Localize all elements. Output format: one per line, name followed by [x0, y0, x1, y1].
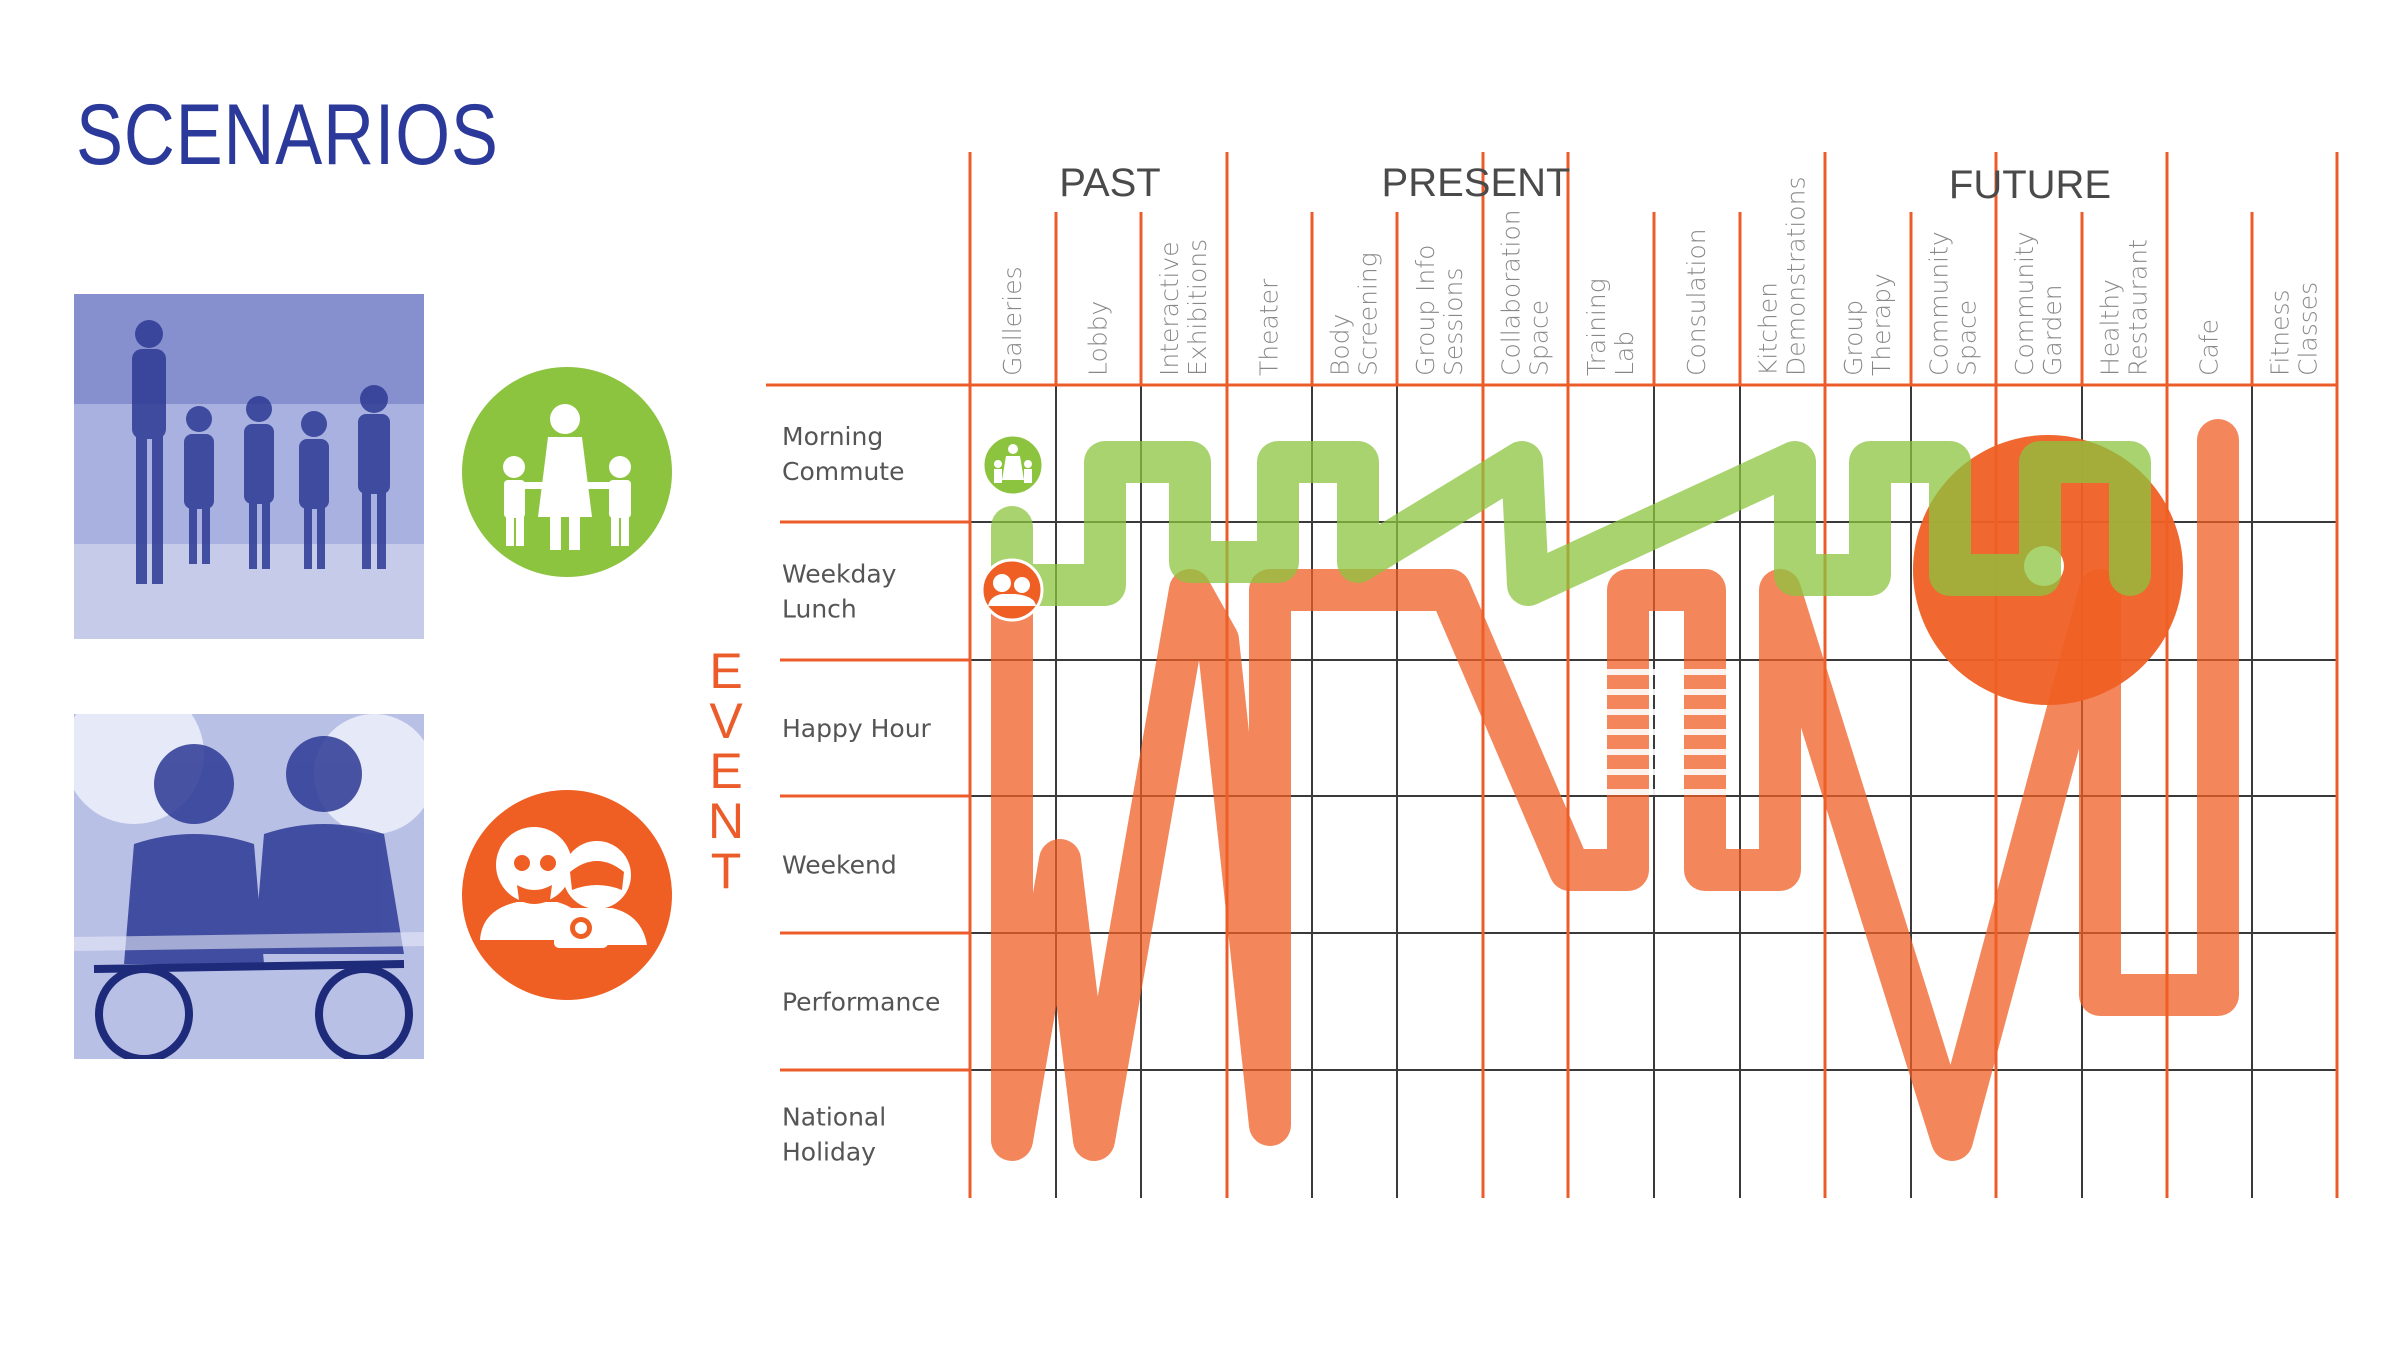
svg-text:T: T: [711, 843, 742, 899]
column-label: Collaboration Space: [1497, 209, 1554, 376]
family-walking-photo: [74, 294, 424, 639]
svg-text:Therapy: Therapy: [1867, 273, 1896, 376]
seniors-biking-photo: [74, 714, 424, 1059]
svg-text:Body: Body: [1326, 314, 1355, 376]
event-axis-label: E V E N T: [708, 643, 744, 899]
svg-text:Demonstrations: Demonstrations: [1782, 177, 1811, 376]
seniors-badge: [980, 558, 1044, 622]
column-label: Interactive Exhibitions: [1155, 239, 1212, 376]
era-present: PRESENT: [1382, 161, 1571, 205]
svg-text:Screening: Screening: [1354, 252, 1383, 376]
svg-text:Holiday: Holiday: [782, 1138, 876, 1167]
svg-text:Interactive: Interactive: [1155, 241, 1184, 376]
svg-text:E: E: [709, 743, 742, 799]
svg-text:Galleries: Galleries: [998, 266, 1027, 376]
svg-text:Healthy: Healthy: [2096, 279, 2125, 376]
column-label: Fitness Classes: [2266, 282, 2323, 376]
svg-text:Community: Community: [2010, 231, 2039, 376]
stripe-marks: [1596, 669, 1732, 795]
column-label: Kitchen Demonstrations: [1754, 177, 1811, 376]
svg-text:Space: Space: [1525, 300, 1554, 376]
column-label: Training Lab: [1582, 278, 1639, 376]
svg-text:Garden: Garden: [2038, 284, 2067, 376]
svg-text:Commute: Commute: [782, 457, 905, 486]
column-label: Consulation: [1682, 228, 1711, 376]
row-label: Happy Hour: [782, 714, 932, 743]
svg-text:Lunch: Lunch: [782, 595, 857, 624]
svg-text:Fitness: Fitness: [2266, 289, 2295, 376]
column-label: Cafe: [2195, 319, 2224, 376]
column-label: Theater: [1255, 278, 1284, 376]
era-future: FUTURE: [1949, 163, 2111, 207]
column-label: Community Garden: [2010, 231, 2067, 376]
svg-text:Consulation: Consulation: [1682, 228, 1711, 376]
svg-text:Weekday: Weekday: [782, 560, 897, 589]
svg-text:National: National: [782, 1103, 886, 1132]
svg-text:N: N: [708, 793, 744, 849]
svg-text:Happy Hour: Happy Hour: [782, 714, 932, 743]
svg-text:Kitchen: Kitchen: [1754, 282, 1783, 376]
svg-text:Performance: Performance: [782, 988, 940, 1017]
column-label: Group Info Sessions: [1411, 245, 1468, 376]
row-label: Morning Commute: [782, 422, 905, 486]
svg-text:Training: Training: [1582, 278, 1611, 376]
svg-text:Lab: Lab: [1610, 331, 1639, 376]
svg-text:E: E: [709, 643, 742, 699]
row-label: Weekend: [782, 851, 897, 880]
svg-text:Group Info: Group Info: [1411, 245, 1440, 376]
column-label: Galleries: [998, 266, 1027, 376]
row-label: National Holiday: [782, 1103, 886, 1167]
column-label: Community Space: [1925, 231, 1982, 376]
svg-text:Group: Group: [1839, 300, 1868, 376]
row-label: Weekday Lunch: [782, 560, 897, 624]
svg-text:Classes: Classes: [2294, 282, 2323, 376]
svg-text:Space: Space: [1953, 300, 1982, 376]
seniors-path: [991, 419, 2239, 1161]
svg-text:Lobby: Lobby: [1084, 301, 1113, 376]
column-label: Healthy Restaurant: [2096, 239, 2153, 376]
svg-text:Theater: Theater: [1255, 278, 1284, 376]
family-badge: [981, 433, 1045, 497]
svg-text:Restaurant: Restaurant: [2124, 239, 2153, 376]
column-label: Lobby: [1084, 301, 1113, 376]
page-title: SCENARIOS: [76, 87, 499, 183]
column-label: Group Therapy: [1839, 273, 1896, 376]
seniors-persona: [462, 790, 672, 1000]
row-label: Performance: [782, 988, 940, 1017]
family-icon: [503, 404, 631, 550]
svg-text:Community: Community: [1925, 231, 1954, 376]
svg-text:Sessions: Sessions: [1439, 268, 1468, 376]
column-label: Body Screening: [1326, 252, 1383, 376]
seniors-camera-icon: [480, 827, 647, 948]
svg-text:V: V: [709, 693, 743, 749]
svg-text:Cafe: Cafe: [2195, 319, 2224, 376]
svg-text:Morning: Morning: [782, 422, 883, 451]
svg-text:Weekend: Weekend: [782, 851, 897, 880]
svg-text:Collaboration: Collaboration: [1497, 209, 1526, 376]
family-persona: [462, 367, 672, 577]
era-past: PAST: [1059, 161, 1161, 205]
family-path: [991, 441, 2151, 606]
svg-text:Exhibitions: Exhibitions: [1183, 239, 1212, 376]
